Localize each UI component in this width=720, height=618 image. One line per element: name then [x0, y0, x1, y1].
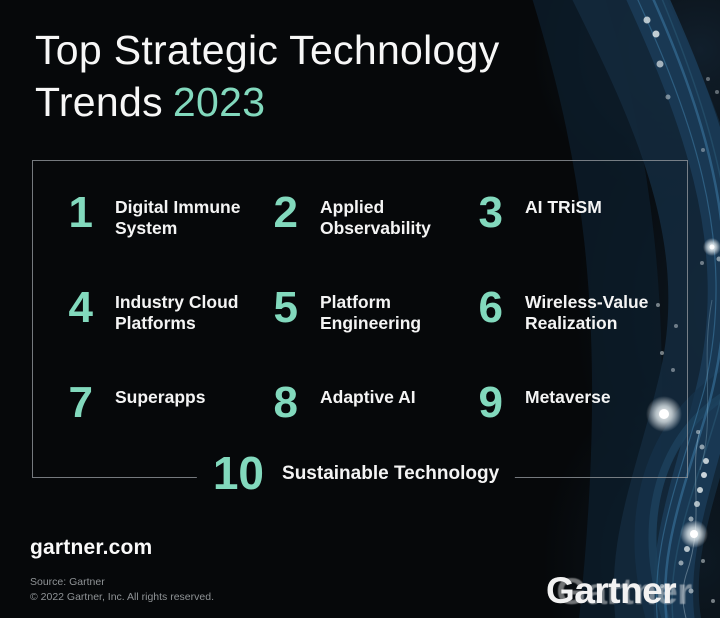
trend-label: AI TRiSM — [525, 197, 602, 217]
trend-item-3: 3 AI TRiSM — [455, 188, 693, 237]
trend-item-8: 8 Adaptive AI — [250, 378, 468, 427]
gartner-logo: Gartner Gartner — [546, 570, 716, 614]
page-title: Top Strategic Technology Trends 2023 — [35, 24, 500, 128]
trend-number: 7 — [68, 378, 93, 427]
trend-number: 1 — [68, 188, 93, 237]
source-line: Source: Gartner — [30, 576, 105, 588]
title-line2: Trends 2023 — [35, 76, 500, 128]
trend-item-1: 1 Digital Immune System — [45, 188, 273, 238]
trend-number: 9 — [478, 378, 503, 427]
gartner-logo-text: Gartner — [546, 570, 677, 611]
title-line2-prefix: Trends — [35, 79, 163, 125]
trend-label: Platform Engineering — [320, 292, 422, 333]
title-year: 2023 — [172, 79, 266, 125]
trend-number: 10 — [212, 447, 265, 499]
trend-label: Metaverse — [525, 387, 611, 407]
trend-item-2: 2 Applied Observability — [250, 188, 468, 238]
trend-label: Adaptive AI — [320, 387, 416, 407]
footer-smallprint: Source: Gartner © 2022 Gartner, Inc. All… — [30, 575, 214, 604]
title-line1: Top Strategic Technology — [35, 27, 500, 73]
trend-item-4: 4 Industry Cloud Platforms — [45, 283, 273, 333]
trend-number: 6 — [478, 283, 503, 332]
trend-number: 4 — [68, 283, 93, 332]
trend-item-6: 6 Wireless-Value Realization — [455, 283, 693, 333]
trend-number: 8 — [273, 378, 298, 427]
copyright-line: © 2022 Gartner, Inc. All rights reserved… — [30, 590, 214, 603]
trend-label: Sustainable Technology — [282, 462, 500, 484]
trend-label: Applied Observability — [320, 197, 431, 238]
trend-item-5: 5 Platform Engineering — [250, 283, 468, 333]
trend-item-10: 10 Sustainable Technology — [196, 447, 516, 499]
gartner-website-link[interactable]: gartner.com — [30, 536, 153, 559]
trend-number: 3 — [478, 188, 503, 237]
trend-label: Wireless-Value Realization — [525, 292, 649, 333]
trend-item-7: 7 Superapps — [45, 378, 273, 427]
trend-number: 5 — [273, 283, 298, 332]
trend-number: 2 — [273, 188, 298, 237]
trend-item-9: 9 Metaverse — [455, 378, 693, 427]
